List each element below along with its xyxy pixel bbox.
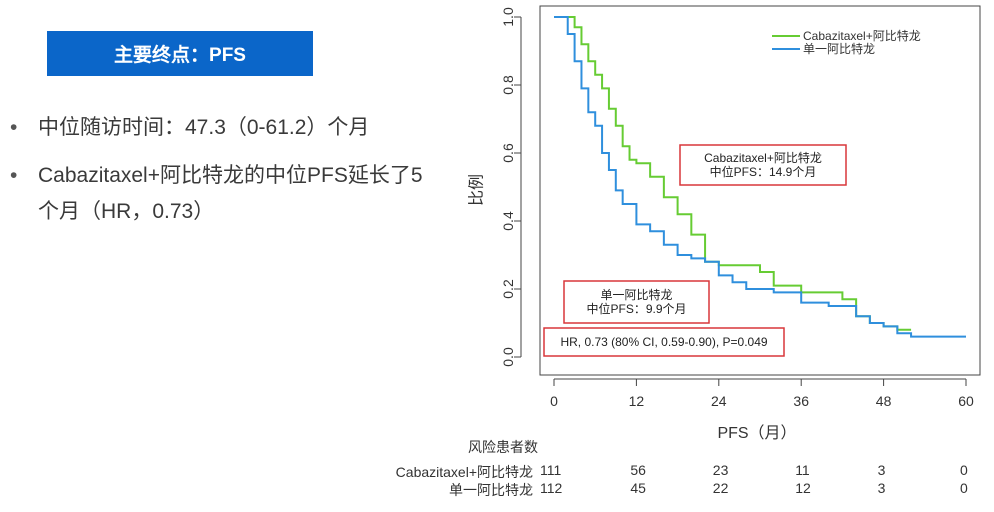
annotation-box-combo-median: [679, 144, 847, 186]
annotation-text: 单一阿比特龙: [600, 287, 672, 302]
x-tick-label: 12: [629, 393, 645, 409]
legend-label: Cabazitaxel+阿比特龙: [803, 28, 921, 43]
risk-row-label: 单一阿比特龙: [449, 482, 533, 498]
bullet-item: • Cabazitaxel+阿比特龙的中位PFS延长了5个月（HR，0.73）: [10, 158, 430, 230]
risk-value: 23: [712, 462, 729, 478]
y-tick-label: 0.8: [500, 75, 516, 95]
y-tick-label: 0.2: [500, 279, 516, 299]
x-tick-label: 0: [550, 393, 558, 409]
x-tick-label: 24: [711, 393, 727, 409]
bullet-text: Cabazitaxel+阿比特龙的中位PFS延长了5个月（HR，0.73）: [38, 164, 423, 223]
annotation-text: HR, 0.73 (80% CI, 0.59-0.90), P=0.049: [560, 335, 767, 349]
y-tick-label: 0.6: [500, 143, 516, 163]
risk-value: 11: [795, 462, 810, 478]
y-tick-label: 0.4: [500, 211, 516, 231]
risk-value: 111: [540, 462, 562, 478]
risk-value: 45: [630, 480, 646, 496]
risk-value: 22: [712, 480, 729, 496]
annotation-text: 中位PFS：9.9个月: [586, 301, 686, 316]
risk-table-title: 风险患者数: [468, 439, 538, 455]
x-tick-label: 48: [876, 393, 892, 409]
bullet-dot-icon: •: [10, 164, 18, 187]
series-line-1: [554, 16, 966, 338]
y-axis-label: 比例: [468, 174, 486, 206]
bullet-item: • 中位随访时间：47.3（0-61.2）个月: [10, 110, 430, 146]
risk-value: 0: [960, 480, 968, 496]
risk-value: 12: [795, 480, 811, 496]
bullet-list: • 中位随访时间：47.3（0-61.2）个月 • Cabazitaxel+阿比…: [10, 110, 430, 242]
series-line-0: [554, 16, 912, 331]
x-tick-label: 36: [793, 393, 809, 409]
bullet-text: 中位随访时间：47.3（0-61.2）个月: [38, 116, 370, 139]
x-tick-label: 60: [958, 393, 974, 409]
risk-value: 112: [540, 480, 563, 496]
plot-frame: [539, 5, 981, 376]
section-title: 主要终点：PFS: [47, 31, 313, 76]
risk-value: 56: [630, 462, 646, 478]
annotation-box-hr: [543, 327, 785, 357]
annotation-text: Cabazitaxel+阿比特龙: [704, 150, 822, 165]
y-tick-label: 1.0: [500, 7, 516, 27]
risk-value: 3: [877, 480, 886, 496]
legend-label: 单一阿比特龙: [803, 41, 875, 56]
bullet-dot-icon: •: [10, 116, 18, 139]
y-tick-label: 0.0: [500, 347, 516, 367]
annotation-text: 中位PFS：14.9个月: [710, 164, 817, 179]
annotation-box-mono-median: [563, 280, 710, 324]
risk-value: 3: [877, 462, 886, 478]
x-axis-label: PFS（月）: [717, 424, 796, 442]
risk-row-label: Cabazitaxel+阿比特龙: [395, 464, 533, 480]
risk-value: 0: [960, 462, 968, 478]
